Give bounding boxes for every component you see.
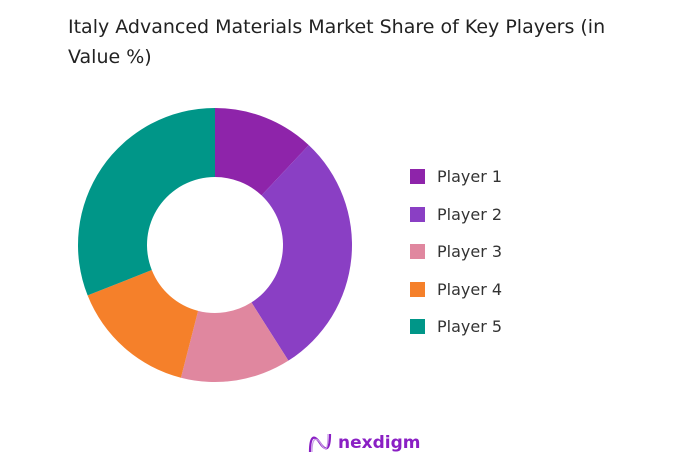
legend-label: Player 4 — [437, 279, 503, 299]
legend-swatch — [410, 244, 425, 260]
logo-icon — [308, 433, 332, 453]
legend-item: Player 3 — [410, 233, 502, 271]
legend-label: Player 3 — [437, 242, 503, 262]
slice-4 — [87, 270, 199, 378]
nexdigm-logo: nexdigm — [308, 432, 420, 454]
legend-item: Player 4 — [410, 271, 502, 309]
legend-label: Player 2 — [437, 204, 503, 224]
legend-label: Player 5 — [437, 317, 503, 337]
slice-2 — [251, 145, 352, 361]
legend: Player 1 Player 2 Player 3 Player 4 Player 5 — [410, 158, 502, 346]
legend-swatch — [410, 319, 425, 335]
brand-name: nexdigm — [338, 433, 421, 453]
chart-title: Italy Advanced Materials Market Share of… — [68, 16, 606, 68]
legend-item: Player 5 — [410, 308, 502, 346]
slice-1 — [215, 108, 309, 196]
legend-swatch — [410, 206, 425, 222]
slice-5 — [77, 108, 215, 296]
legend-label: Player 1 — [437, 167, 503, 187]
slice-3 — [180, 302, 289, 382]
legend-item: Player 1 — [410, 158, 502, 196]
legend-swatch — [410, 169, 425, 185]
legend-item: Player 2 — [410, 196, 502, 234]
legend-swatch — [410, 281, 425, 297]
